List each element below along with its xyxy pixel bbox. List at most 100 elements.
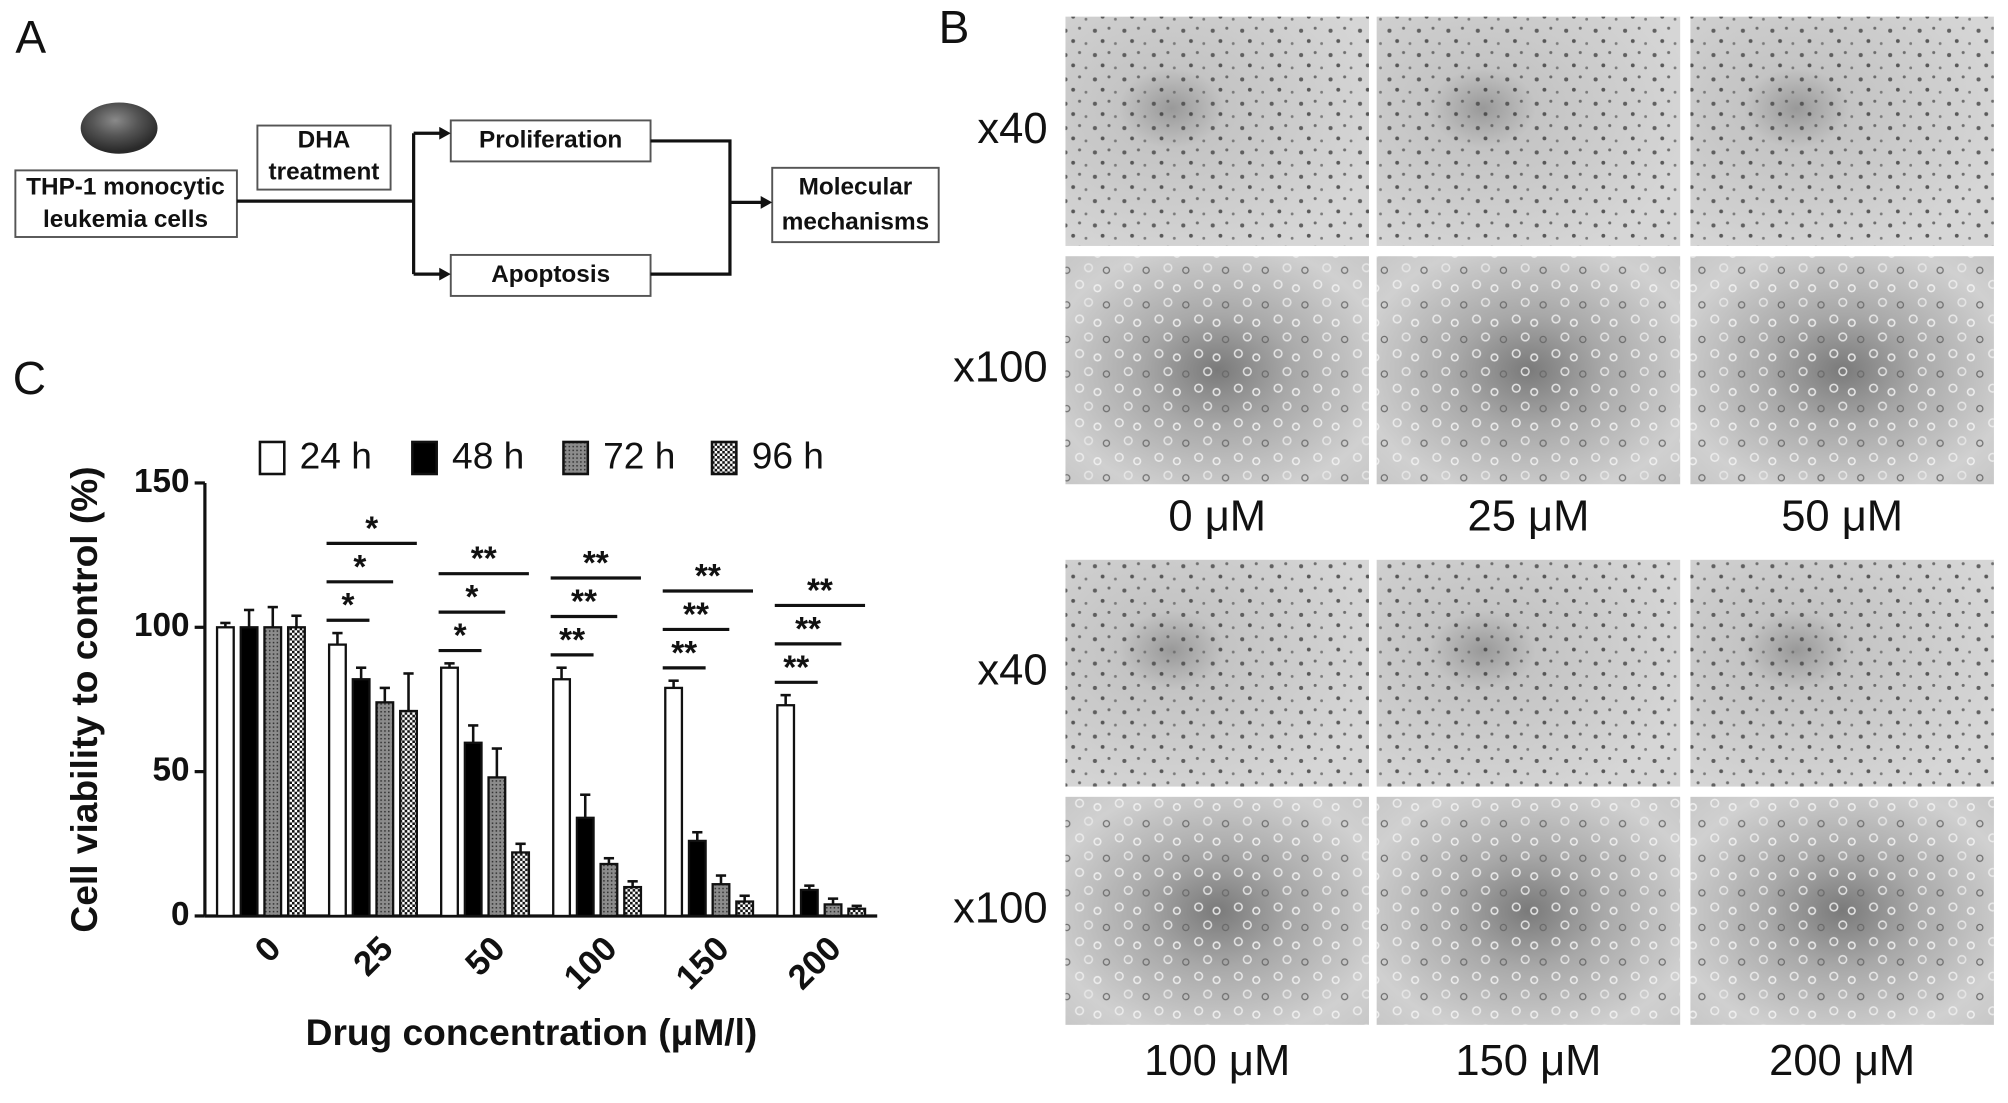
legend-swatch (710, 440, 738, 476)
bar (735, 900, 755, 918)
micrograph-texture (1376, 796, 1681, 1025)
significance-label: * (342, 587, 355, 624)
node-label: DHA (298, 126, 351, 153)
significance-label: ** (683, 596, 709, 633)
legend-label: 48 h (452, 434, 524, 476)
bar (847, 907, 867, 918)
bar (664, 686, 684, 918)
bar (440, 666, 459, 918)
concentration-label: 150 μM (1455, 1037, 1601, 1085)
significance-label: ** (795, 611, 821, 648)
legend-label: 96 h (752, 434, 824, 476)
significance-label: ** (807, 572, 833, 609)
x-tick-label: 25 (346, 929, 400, 983)
magnification-label: x100 (953, 884, 1047, 932)
y-tick-label: 0 (171, 896, 190, 933)
cell-icon (80, 102, 158, 154)
significance-label: ** (583, 545, 609, 582)
node-label: leukemia cells (43, 206, 208, 233)
node-box (256, 124, 392, 191)
y-tick-label: 150 (134, 463, 190, 500)
x-tick-label: 100 (557, 929, 625, 997)
micrograph-texture (1376, 256, 1681, 485)
concentration-label: 50 μM (1781, 492, 1903, 540)
legend-swatch (411, 440, 438, 476)
node-label: mechanisms (782, 208, 929, 235)
bar (776, 704, 796, 918)
legend-swatch (562, 440, 590, 476)
significance-label: * (465, 579, 478, 616)
bar (286, 626, 306, 918)
magnification-label: x40 (977, 647, 1047, 695)
node-box (771, 166, 940, 244)
node-label: Apoptosis (491, 261, 610, 288)
node-label: Proliferation (479, 126, 622, 153)
concentration-label: 100 μM (1144, 1037, 1290, 1085)
magnification-label: x40 (977, 105, 1047, 153)
concentration-label: 200 μM (1769, 1037, 1915, 1085)
panel-label: A (15, 11, 46, 63)
bar (327, 643, 347, 918)
significance-label: ** (695, 558, 721, 595)
micrograph-texture (1690, 256, 1994, 485)
node-box (449, 119, 652, 163)
panel-label: B (939, 1, 970, 53)
x-tick-label: 0 (248, 929, 288, 969)
chart: 0 50 100 150 Cell viability to control (%) Dr… (63, 434, 878, 1053)
micrograph-texture (1065, 559, 1369, 787)
bar (375, 701, 395, 918)
bar (463, 741, 483, 918)
significance-label: ** (471, 541, 497, 578)
micrograph-grid: x40 x100 x40 x100 0 μM 25 μM 50 μM 100 μM 150 μM… (953, 16, 1994, 1085)
node-label: THP-1 monocytic (26, 174, 225, 201)
panel-label: C (13, 352, 46, 404)
micrograph-texture (1690, 796, 1994, 1025)
connector (236, 131, 768, 276)
micrograph-texture (1690, 559, 1994, 787)
legend-swatch (258, 440, 286, 476)
y-tick-label: 50 (152, 751, 189, 788)
micrograph-texture (1065, 796, 1369, 1025)
x-axis-label: Drug concentration (μM/l) (306, 1011, 758, 1053)
concentration-label: 0 μM (1168, 492, 1266, 540)
bar (823, 903, 843, 918)
significance-label: ** (671, 635, 697, 672)
x-tick-label: 200 (781, 929, 849, 997)
significance-label: ** (783, 649, 809, 686)
bar (623, 885, 643, 918)
legend-label: 24 h (300, 434, 372, 476)
bar (215, 626, 235, 918)
micrograph-texture (1065, 256, 1369, 485)
x-tick-label: 50 (458, 929, 512, 983)
bar (399, 709, 418, 918)
micrograph-texture (1065, 16, 1369, 246)
bar (487, 776, 507, 918)
bar (799, 888, 819, 918)
micrograph-texture (1376, 16, 1681, 246)
bar (687, 839, 707, 918)
micrograph-texture (1690, 16, 1994, 246)
bar (239, 626, 259, 918)
bar (263, 626, 283, 918)
significance-label: ** (571, 583, 597, 620)
bar (711, 883, 731, 918)
concentration-label: 25 μM (1467, 492, 1589, 540)
node-label: treatment (269, 158, 380, 185)
x-tick-label: 150 (669, 929, 737, 997)
legend-label: 72 h (603, 434, 675, 476)
bar (511, 851, 531, 918)
node-label: Molecular (799, 174, 913, 201)
bar (552, 678, 572, 918)
y-tick-label: 100 (134, 607, 190, 644)
magnification-label: x100 (953, 344, 1047, 392)
node-box (14, 169, 238, 238)
significance-label: * (454, 618, 467, 655)
bar (575, 816, 595, 918)
significance-label: ** (559, 622, 585, 659)
bar (351, 678, 371, 918)
significance-label: * (365, 510, 378, 547)
significance-label: * (353, 549, 366, 586)
micrograph-texture (1376, 559, 1681, 787)
y-axis-label: Cell viability to control (%) (63, 466, 105, 932)
